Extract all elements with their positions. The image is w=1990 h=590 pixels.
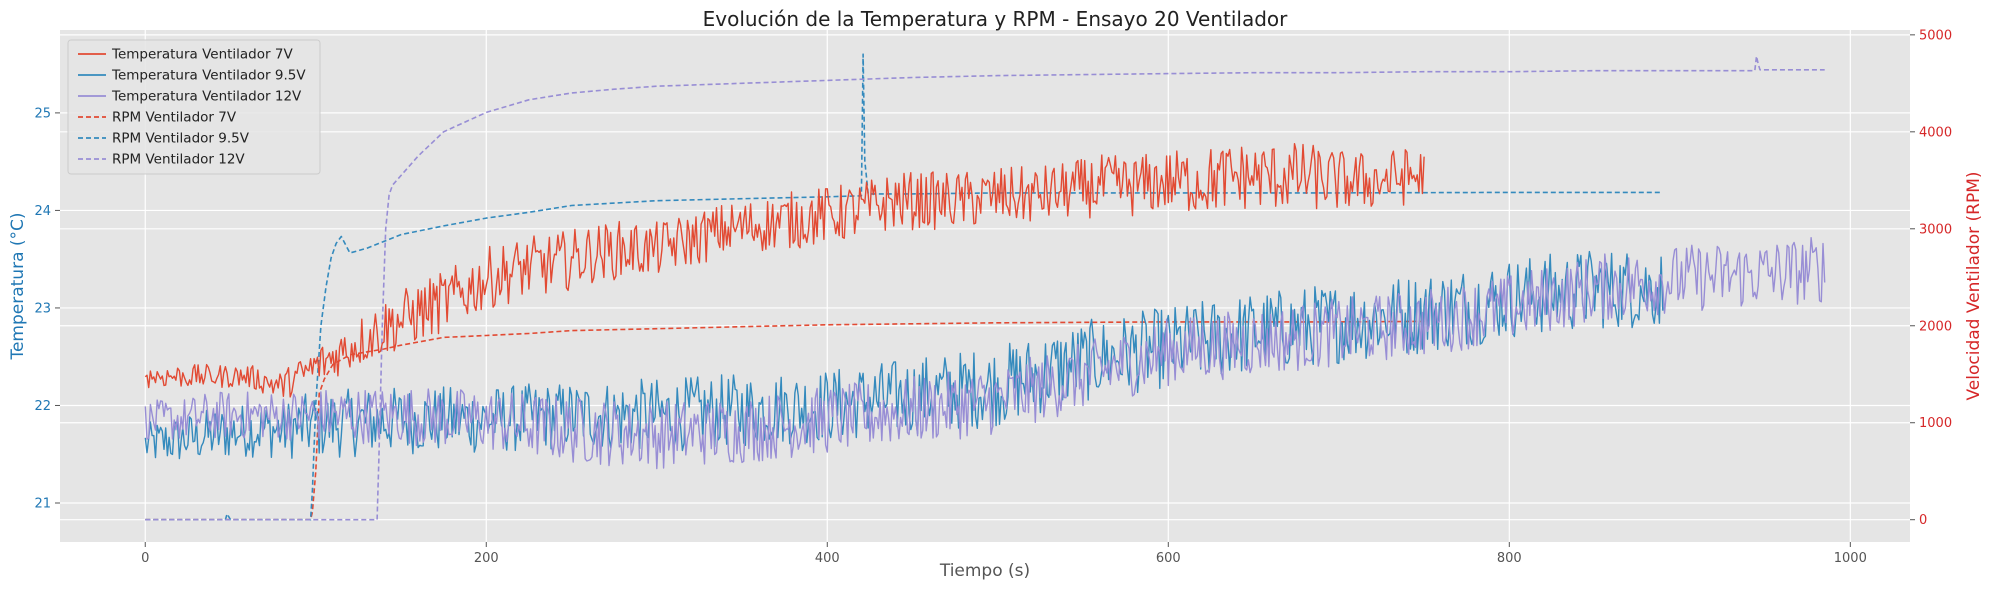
axes: 0 200 400 600 800 1000 21 22 23 24 25 0 1000 2000 3000…: [34, 28, 1952, 566]
series-line-rpm-ventilador-7v: [145, 320, 1425, 521]
series-line-rpm-ventilador-12v: [145, 55, 1825, 521]
legend-label: RPM Ventilador 7V: [112, 110, 237, 126]
legend: Temperatura Ventilador 7V Temperatura Ven…: [67, 39, 321, 175]
y-tick-label-right: 3000: [1919, 222, 1952, 237]
x-tick-label: 200: [474, 551, 499, 566]
y-tick-label-right: 1000: [1919, 416, 1952, 431]
legend-label: Temperatura Ventilador 12V: [111, 89, 302, 105]
chart-title: Evolución de la Temperatura y RPM - Ensa…: [703, 7, 1289, 31]
y-tick-label-right: 0: [1919, 513, 1927, 528]
y-tick-label-right: 4000: [1919, 125, 1952, 140]
x-tick-label: 600: [1156, 551, 1181, 566]
series-line-temperatura-ventilador-12v: [144, 236, 1826, 470]
x-tick-label: 0: [141, 551, 149, 566]
x-axis-label: Tiempo (s): [939, 561, 1030, 581]
y-tick-label-left: 24: [34, 204, 51, 219]
y-axis-label-right: Velocidad Ventilador (RPM): [1964, 171, 1984, 400]
legend-label: RPM Ventilador 9.5V: [112, 131, 250, 147]
y-tick-label-right: 5000: [1919, 28, 1952, 43]
series-layer: [144, 53, 1826, 521]
y-tick-label-left: 21: [34, 496, 51, 511]
y-axis-label-left: Temperatura (°C): [8, 212, 28, 360]
legend-label: Temperatura Ventilador 9.5V: [111, 68, 306, 84]
x-tick-label: 400: [815, 551, 840, 566]
legend-label: RPM Ventilador 12V: [112, 152, 245, 168]
series-line-temperatura-ventilador-7v: [144, 142, 1425, 398]
grid-lines: [60, 30, 1910, 542]
series-line-rpm-ventilador-9-5v: [145, 53, 1663, 521]
x-tick-label: 800: [1497, 551, 1522, 566]
y-tick-label-left: 22: [34, 399, 51, 414]
y-tick-label-left: 25: [34, 106, 51, 121]
x-tick-label: 1000: [1834, 551, 1867, 566]
legend-label: Temperatura Ventilador 7V: [111, 47, 293, 63]
y-tick-label-right: 2000: [1919, 319, 1952, 334]
y-tick-label-left: 23: [34, 301, 51, 316]
legend-box: [67, 39, 321, 175]
